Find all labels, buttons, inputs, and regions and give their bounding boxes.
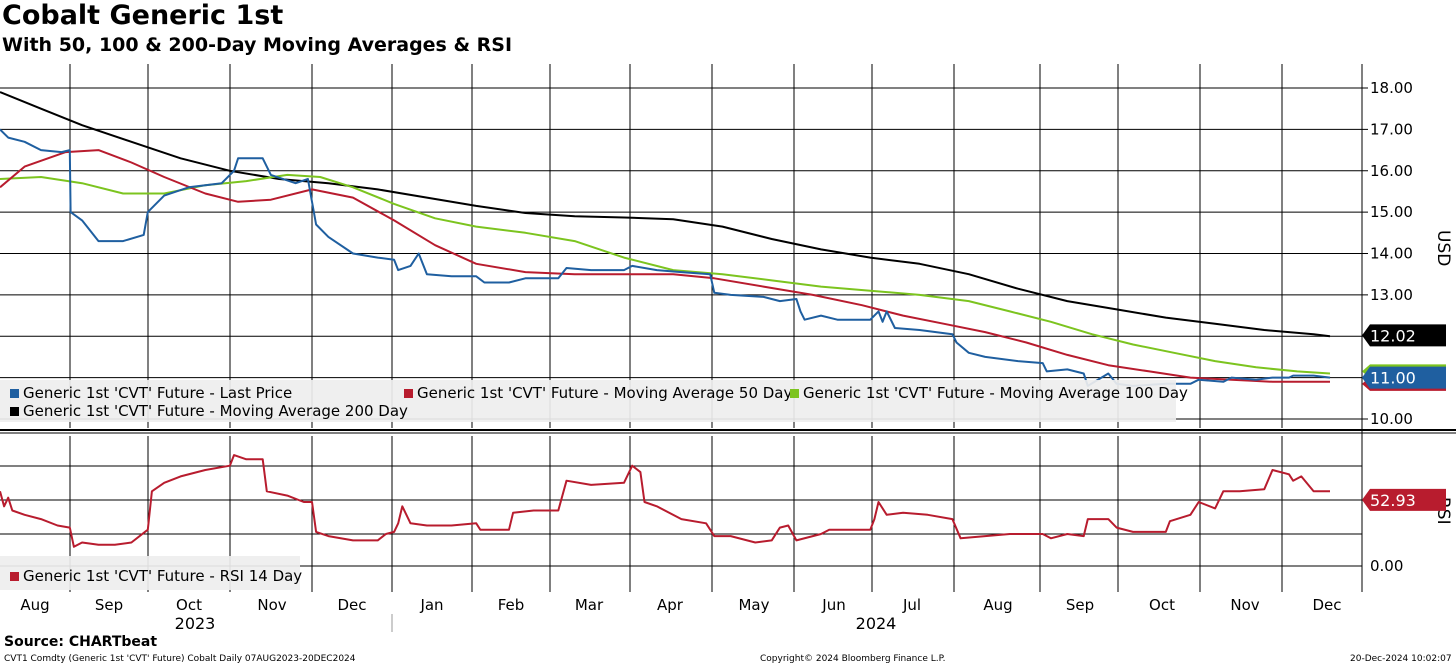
last-value-tag-rsi-label: 52.93 [1370, 491, 1416, 510]
x-month-label: Feb [498, 596, 525, 614]
last-value-tag-ma200-label: 12.02 [1370, 326, 1416, 345]
price-tick-label: 13.00 [1370, 286, 1413, 304]
x-month-label: Apr [657, 596, 684, 614]
legend-ma100-swatch [790, 389, 799, 398]
price-legend-box [0, 380, 1176, 422]
x-month-label: Oct [1149, 596, 1175, 614]
price-tick-label: 18.00 [1370, 79, 1413, 97]
last-value-tag-ma200: 12.02 [1362, 324, 1446, 347]
x-month-label: Aug [983, 596, 1012, 614]
x-month-label: Dec [337, 596, 366, 614]
price-axis-label: USD [1433, 230, 1453, 266]
source-label: Source: CHARTbeat [4, 634, 158, 650]
price-series-ma50 [0, 149, 1330, 383]
legend-rsi-swatch [10, 572, 19, 581]
x-year-label: 2024 [856, 614, 897, 633]
price-tick-label: 10.00 [1370, 410, 1413, 428]
x-month-label: Jun [821, 596, 845, 614]
footer-ticker: CVT1 Comdty (Generic 1st 'CVT' Future) C… [4, 654, 356, 664]
last-value-tag-last-price: 11.00 [1362, 366, 1446, 389]
x-year-label: 2023 [175, 614, 216, 633]
last-value-tag-last-price-label: 11.00 [1370, 369, 1416, 388]
last-value-tag-last-price-box [1362, 366, 1446, 389]
rsi-tick-label: 0.00 [1370, 557, 1403, 575]
last-value-tag-rsi: 52.93 [1362, 488, 1446, 511]
chart-title: Cobalt Generic 1st [2, 0, 284, 31]
x-month-label: Oct [176, 596, 202, 614]
legend-ma100-label: Generic 1st 'CVT' Future - Moving Averag… [803, 384, 1188, 402]
x-month-label: Mar [575, 596, 604, 614]
x-month-label: Nov [257, 596, 286, 614]
price-tick-label: 15.00 [1370, 203, 1413, 221]
last-value-tag-rsi-box [1362, 488, 1446, 511]
legend-last-price-label: Generic 1st 'CVT' Future - Last Price [23, 384, 292, 402]
price-tick-label: 17.00 [1370, 120, 1413, 138]
legend-ma50-swatch [404, 389, 413, 398]
rsi-legend-box [0, 556, 300, 590]
x-month-label: Sep [95, 596, 123, 614]
legend-ma50-label: Generic 1st 'CVT' Future - Moving Averag… [417, 384, 792, 402]
footer-copyright: Copyright© 2024 Bloomberg Finance L.P. [760, 654, 946, 664]
price-tick-label: 14.00 [1370, 245, 1413, 263]
x-month-label: May [738, 596, 769, 614]
x-month-label: Aug [20, 596, 49, 614]
legend-rsi-label: Generic 1st 'CVT' Future - RSI 14 Day [23, 567, 302, 585]
price-series-last-price [0, 128, 1331, 387]
price-series-ma200 [0, 91, 1331, 338]
chart-subtitle: With 50, 100 & 200-Day Moving Averages &… [2, 34, 513, 56]
x-month-label: Sep [1066, 596, 1094, 614]
x-month-label: Dec [1312, 596, 1341, 614]
legend-ma200-swatch [10, 407, 19, 416]
legend-last-price-swatch [10, 389, 19, 398]
rsi-series-line [0, 454, 1330, 548]
price-tick-label: 16.00 [1370, 162, 1413, 180]
last-value-tag-ma200-box [1362, 324, 1446, 347]
x-month-label: Jul [902, 596, 921, 614]
x-month-label: Jan [419, 596, 443, 614]
footer-timestamp: 20-Dec-2024 10:02:07 [1350, 654, 1452, 664]
x-month-label: Nov [1230, 596, 1259, 614]
legend-ma200-label: Generic 1st 'CVT' Future - Moving Averag… [23, 402, 408, 420]
